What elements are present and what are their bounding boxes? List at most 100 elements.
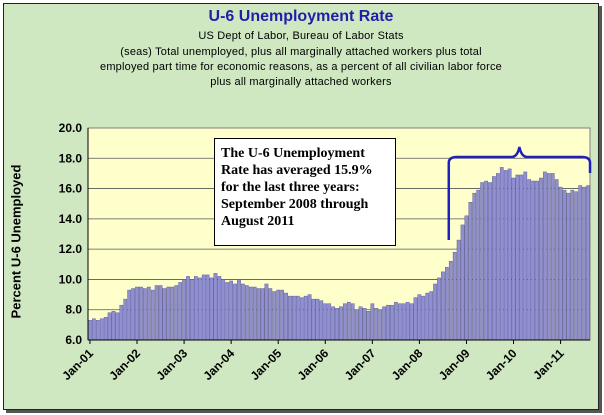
bar [154,285,159,341]
bar [327,303,332,341]
bar [535,180,539,341]
bar [107,312,112,341]
bar [374,308,379,341]
bar [233,283,237,341]
bar [299,297,304,341]
bar [394,301,398,341]
bar [495,173,500,341]
bar [111,311,116,341]
bar [358,306,363,341]
x-tick-label: Jan-04 [200,346,237,383]
x-tick-label: Jan-08 [389,346,426,383]
bar [354,309,359,341]
chart-source-subtitle: US Dept of Labor, Bureau of Labor Stats [198,30,404,42]
bar [237,279,241,341]
bar [280,289,284,341]
bar [519,174,524,341]
bar [256,288,261,341]
bar [311,298,316,341]
bar [558,186,563,341]
bar [221,279,226,341]
bar [343,303,347,341]
bar [413,297,418,341]
bar [323,303,328,341]
bar [586,185,590,341]
x-tick-label: Jan-03 [153,346,190,383]
bar [103,317,108,341]
bar [362,308,367,341]
bar [276,289,281,341]
bar [95,320,100,341]
bar [472,192,477,341]
y-tick-label: 10.0 [59,272,83,286]
x-tick-label: Jan-02 [106,346,143,383]
bar [252,286,257,341]
bar [143,288,147,341]
bar [456,239,461,341]
bar [421,295,426,341]
bar [170,286,175,341]
bar [554,179,559,341]
bar [386,304,390,341]
bar [127,289,132,341]
bar [217,276,222,341]
x-tick-label: Jan-09 [436,346,473,383]
bar [225,282,230,341]
chart-title: U-6 Unemployment Rate [208,8,394,25]
x-tick-label: Jan-11 [530,346,567,383]
bar [193,276,198,341]
bar [480,182,484,341]
bar [186,276,190,341]
bar [268,288,273,341]
bar [123,298,128,341]
bar [417,294,422,341]
bar [566,192,571,341]
y-tick-label: 6.0 [65,333,82,347]
bar [213,273,218,341]
bar [205,274,210,341]
bar [135,286,139,341]
bar [437,277,441,341]
bar [150,289,155,341]
bar [405,301,410,341]
bar [131,288,135,341]
bar [425,292,430,341]
bar [99,318,104,341]
x-tick-label: Jan-07 [342,346,379,383]
bar [448,261,453,341]
bar [284,292,288,341]
bar [92,318,96,341]
y-tick-label: 8.0 [65,303,82,317]
bar [166,286,171,341]
bar [429,291,434,341]
bar [527,179,532,341]
bar [492,176,496,341]
bar [319,300,324,341]
bar [315,298,320,341]
bar [433,283,437,341]
bar [562,189,567,341]
bar [523,171,528,341]
bar [295,295,300,341]
bar [248,286,253,341]
axes [87,128,590,341]
bar [464,215,469,341]
bar [499,167,504,341]
bar [370,303,375,341]
bar [139,286,143,341]
bar [272,291,277,341]
period-bracket [447,146,592,241]
x-tick-label: Jan-05 [248,346,285,383]
bar [88,320,92,341]
bar [570,189,575,341]
bar [460,224,465,341]
bar [197,277,202,341]
bar [201,274,206,341]
bar [115,312,120,341]
bar [543,171,547,341]
bar [339,306,343,341]
bar [476,189,481,341]
bar [174,285,179,341]
bar [190,279,194,341]
bar [209,277,214,341]
